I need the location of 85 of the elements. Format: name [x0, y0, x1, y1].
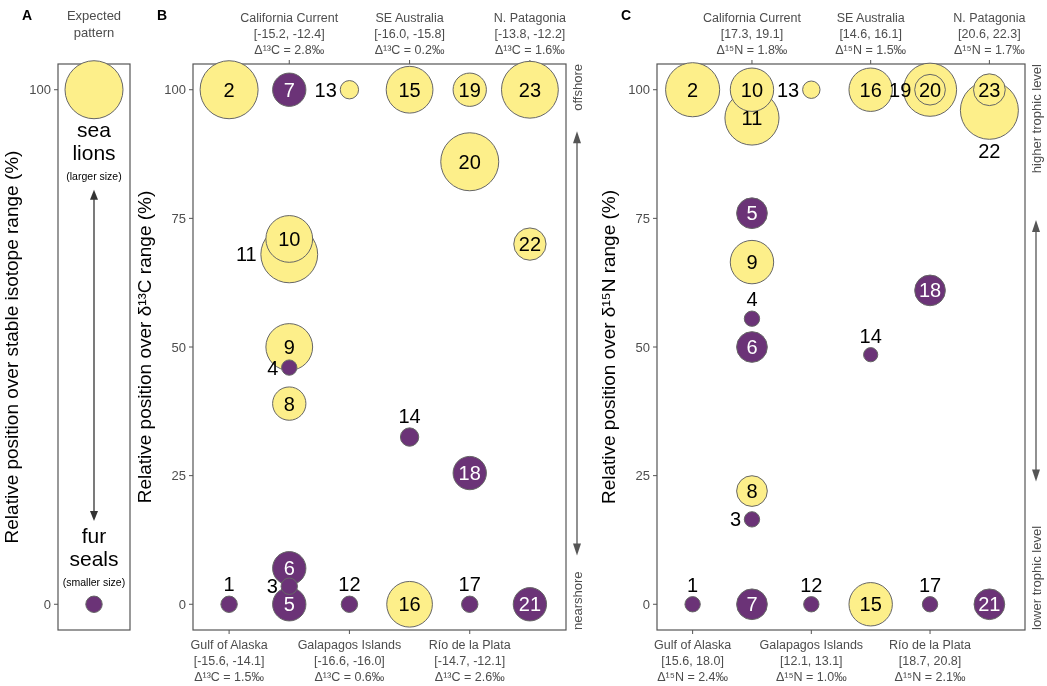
series-label: 4 [746, 288, 758, 311]
y-axis-title: Relative position over δ¹⁵N range (%) [598, 189, 619, 505]
series-label: 23 [978, 78, 1001, 101]
y-tick-label: 75 [171, 210, 186, 226]
series-label: 11 [235, 243, 257, 266]
x-tick-label: California Current [-15.2, -12.4] Δ¹³C = 2.8‰ [240, 11, 339, 57]
series-label: 20 [458, 150, 481, 173]
x-tick-label: N. Patagonia [20.6, 22.3] Δ¹⁵N = 1.7‰ [953, 11, 1026, 57]
series-label: 16 [398, 593, 421, 616]
series-label: 2 [687, 78, 699, 101]
series-label: 4 [267, 356, 279, 379]
series-label: 8 [746, 480, 758, 503]
series-label: 6 [283, 557, 295, 580]
y-tick-label: 50 [171, 339, 186, 355]
series-label: 22 [518, 233, 542, 256]
series-label: 9 [283, 336, 295, 358]
series-label: 3 [266, 575, 278, 598]
y-tick-label: 100 [628, 82, 650, 98]
series-label: 19 [458, 78, 481, 101]
y-tick-label: 100 [29, 82, 51, 98]
series-label: 5 [283, 593, 295, 616]
series-label: 3 [729, 508, 742, 531]
x-tick-label: California Current [17.3, 19.1] Δ¹⁵N = 1.8‰ [702, 11, 802, 57]
series-label: 7 [746, 593, 758, 616]
text: lower trophic level [1028, 525, 1044, 630]
y-axis-title: Relative position over δ¹³C range (%) [134, 190, 155, 504]
series-label: 1 [687, 573, 699, 596]
chart-title: C [621, 7, 632, 23]
series-label: 8 [283, 392, 295, 415]
series-label: 17 [458, 573, 481, 596]
x-tick-label: Gulf of Alaska [15.6, 18.0] Δ¹⁵N = 2.4‰ [654, 638, 732, 684]
series-label: 5 [746, 202, 758, 225]
y-tick-label: 100 [164, 82, 186, 98]
series-label: sea lions [72, 117, 116, 164]
series-label: 10 [740, 78, 764, 101]
series-label: 15 [859, 593, 882, 616]
text: offshore [569, 64, 585, 111]
series-label: 1 [223, 573, 235, 596]
series-label: 9 [746, 251, 758, 274]
x-tick-label: N. Patagonia [-13.8, -12.2] Δ¹³C = 1.6‰ [493, 11, 567, 57]
x-tick-label: SE Australia [14.6, 16.1] Δ¹⁵N = 1.5‰ [835, 11, 907, 57]
x-tick-label: SE Australia [-16.0, -15.8] Δ¹³C = 0.2‰ [374, 11, 446, 57]
series-label: 18 [918, 279, 942, 302]
y-tick-label: 75 [635, 210, 650, 226]
y-tick-label: 25 [635, 468, 650, 484]
series-label: 10 [278, 227, 301, 250]
series-label: 20 [918, 78, 942, 101]
x-tick-label: Galapagos Islands [-16.6, -16.0] Δ¹³C = 0.6‰ [297, 638, 402, 684]
y-tick-label: 0 [43, 596, 51, 612]
series-label: 15 [398, 78, 421, 101]
chart-title: B [157, 7, 168, 23]
series-label: 12 [800, 573, 823, 596]
series-label: 7 [283, 78, 295, 101]
series-label: 14 [398, 404, 421, 427]
y-tick-label: 0 [642, 596, 650, 612]
series-label: 19 [889, 78, 912, 101]
series-label: 11 [741, 107, 763, 130]
y-axis-title: Relative position over stable isotope range (%) [1, 150, 22, 544]
series-label: 13 [777, 78, 800, 101]
series-label: 2 [223, 78, 235, 101]
y-tick-label: 25 [171, 468, 186, 484]
series-label: 22 [978, 140, 1001, 163]
x-tick-label: Río de la Plata [18.7, 20.8] Δ¹⁵N = 2.1‰ [889, 638, 972, 684]
series-label: 6 [746, 336, 758, 358]
x-tick-label: Galapagos Islands [12.1, 13.1] Δ¹⁵N = 1.0‰ [759, 638, 864, 684]
series-label: 16 [859, 78, 882, 101]
annotation: (larger size) [66, 169, 122, 182]
series-label: 23 [518, 78, 542, 101]
series-label: 17 [918, 573, 942, 596]
series-label: 21 [518, 593, 542, 616]
series-label: 12 [338, 573, 361, 596]
annotation: (smaller size) [62, 576, 126, 589]
chart-title: A [22, 7, 33, 23]
x-tick-label: Gulf of Alaska [-15.6, -14.1] Δ¹³C = 1.5‰ [190, 638, 268, 684]
text: nearshore [569, 571, 585, 630]
chart-subtitle: Expected pattern [66, 8, 122, 40]
series-label: fur seals [69, 524, 119, 571]
series-label: 21 [978, 593, 1001, 616]
series-label: 18 [458, 462, 481, 485]
x-tick-label: Río de la Plata [-14.7, -12.1] Δ¹³C = 2.6‰ [428, 638, 511, 684]
series-label: 13 [314, 78, 337, 101]
y-tick-label: 50 [635, 339, 650, 355]
text: higher trophic level [1028, 63, 1044, 174]
series-label: 14 [859, 324, 882, 347]
y-tick-label: 0 [178, 596, 186, 612]
